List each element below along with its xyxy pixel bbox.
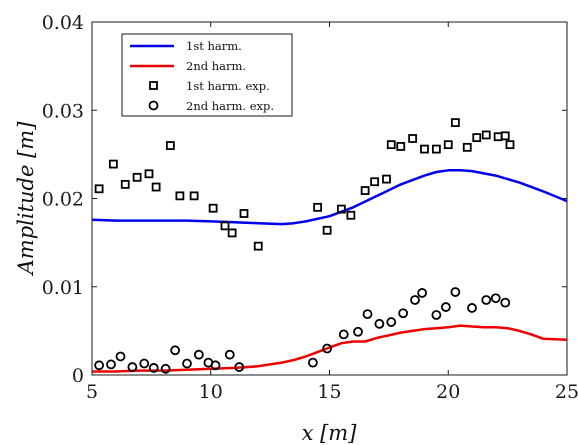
data-point-1st-harm-exp [450,118,460,128]
data-point-2nd-harm-exp [338,329,349,340]
data-point-1st-harm-exp [220,221,230,231]
data-point-1st-harm-exp [94,184,104,194]
data-point-2nd-harm-exp [210,360,221,371]
x-axis-label: x [m] [302,421,358,445]
data-point-2nd-harm-exp [94,360,105,371]
legend-swatch-1st-harm-exp [149,81,158,90]
data-point-2nd-harm-exp [139,358,150,369]
data-point-1st-harm-exp [472,133,482,143]
data-point-2nd-harm-exp [322,343,333,354]
data-point-1st-harm-exp [500,131,510,141]
y-tick-label: 0 [72,365,84,387]
data-point-2nd-harm-exp [398,308,409,319]
data-point-2nd-harm-exp [410,295,420,305]
data-point-1st-harm-exp [396,142,406,151]
legend-label-1st-harm-exp: 1st harm. exp. [186,79,270,93]
data-point-1st-harm-exp [189,191,199,201]
legend: 1st harm. 2nd harm. 1st harm. exp. 2nd h… [121,33,293,117]
legend-swatch-2nd-harm-exp [148,100,159,111]
data-point-2nd-harm-exp [160,363,171,374]
data-point-2nd-harm-exp [115,351,126,362]
data-point-1st-harm-exp [175,191,185,201]
data-point-1st-harm-exp [382,174,391,184]
x-tick-label: 15 [317,381,341,403]
data-point-2nd-harm-exp [353,326,363,337]
data-point-2nd-harm-exp [182,358,192,369]
data-point-2nd-harm-exp [467,303,477,313]
data-point-1st-harm-exp [360,186,370,195]
data-point-2nd-harm-exp [481,295,492,305]
data-point-1st-harm-exp [505,140,515,150]
data-point-1st-harm-exp [253,241,263,251]
data-point-2nd-harm-exp [490,293,501,304]
data-point-1st-harm-exp [386,140,396,150]
data-point-2nd-harm-exp [374,318,385,329]
data-point-2nd-harm-exp [431,310,442,320]
data-point-1st-harm-exp [108,159,118,169]
y-axis-label: Amplitude [m] [14,121,38,277]
data-point-1st-harm-exp [443,140,453,150]
y-tick-label: 0.04 [42,12,84,34]
data-point-1st-harm-exp [165,141,175,150]
axis-ticks: 5 10 15 20 25 0 0.01 0.02 0.03 0.04 [42,12,578,403]
data-point-2nd-harm-exp [307,357,318,368]
data-point-2nd-harm-exp [224,349,235,360]
data-point-1st-harm-exp [239,209,249,218]
series-line-2nd-harm [92,324,568,373]
data-point-1st-harm-exp [322,225,332,235]
x-tick-label: 10 [199,381,223,403]
x-tick-label: 25 [555,381,578,403]
data-point-2nd-harm-exp [148,363,159,373]
data-point-1st-harm-exp [132,172,142,182]
data-point-2nd-harm-exp [106,359,116,370]
data-point-1st-harm-exp [144,169,154,179]
data-point-2nd-harm-exp [450,287,461,297]
data-point-1st-harm-exp [481,130,491,140]
data-point-1st-harm-exp [346,210,356,220]
data-point-1st-harm-exp [431,144,441,154]
data-point-2nd-harm-exp [127,362,138,372]
data-point-2nd-harm-exp [234,362,245,372]
legend-label-1st-harm: 1st harm. [186,39,242,53]
data-point-2nd-harm-exp [193,349,204,360]
data-point-2nd-harm-exp [440,302,451,312]
data-point-2nd-harm-exp [500,297,511,308]
x-tick-label: 5 [86,381,98,403]
data-point-1st-harm-exp [120,179,130,189]
data-point-1st-harm-exp [227,228,237,238]
series-markers [94,118,515,374]
y-tick-label: 0.02 [42,189,84,211]
data-point-1st-harm-exp [313,202,323,212]
data-point-2nd-harm-exp [170,345,181,356]
data-point-1st-harm-exp [336,204,346,214]
data-point-1st-harm-exp [370,177,380,187]
data-point-2nd-harm-exp [362,309,373,320]
data-point-1st-harm-exp [408,134,418,143]
y-tick-label: 0.03 [42,100,84,122]
y-tick-label: 0.01 [42,277,84,299]
x-tick-label: 20 [436,381,460,403]
legend-label-2nd-harm: 2nd harm. [186,59,246,73]
legend-label-2nd-harm-exp: 2nd harm. exp. [186,99,274,113]
data-point-1st-harm-exp [420,144,429,154]
data-point-2nd-harm-exp [386,317,397,327]
data-point-1st-harm-exp [462,142,472,152]
data-point-1st-harm-exp [208,203,218,213]
data-point-2nd-harm-exp [417,288,428,298]
data-point-1st-harm-exp [151,182,161,192]
